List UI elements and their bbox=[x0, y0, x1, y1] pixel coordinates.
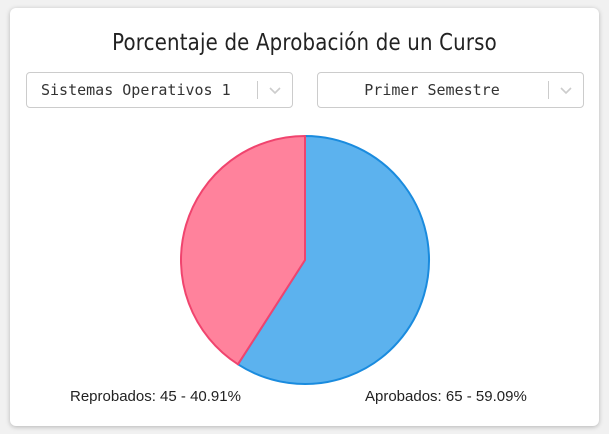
pie-chart bbox=[180, 135, 430, 385]
pie-slice-aprobados[interactable] bbox=[236, 135, 430, 385]
semester-select-value: Primer Semestre bbox=[364, 81, 500, 99]
semester-select-separator bbox=[548, 81, 549, 99]
slice-label-reprobados: Reprobados: 45 - 40.91% bbox=[70, 388, 241, 405]
course-select-value: Sistemas Operativos 1 bbox=[41, 81, 231, 99]
pie-slice-reprobados[interactable] bbox=[180, 135, 306, 366]
chevron-down-icon[interactable] bbox=[268, 83, 282, 97]
course-select-separator bbox=[257, 81, 258, 99]
chevron-down-icon[interactable] bbox=[559, 83, 573, 97]
slice-label-aprobados: Aprobados: 65 - 59.09% bbox=[365, 388, 527, 405]
semester-select[interactable]: Primer Semestre bbox=[317, 72, 584, 108]
chart-card: Porcentaje de Aprobación de un Curso Sis… bbox=[10, 8, 599, 426]
course-select[interactable]: Sistemas Operativos 1 bbox=[26, 72, 293, 108]
chart-title: Porcentaje de Aprobación de un Curso bbox=[112, 30, 497, 56]
